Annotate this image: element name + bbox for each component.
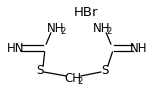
- Text: S: S: [101, 64, 108, 76]
- Text: NH: NH: [93, 22, 110, 34]
- Text: 2: 2: [78, 78, 83, 86]
- Text: 2: 2: [60, 28, 65, 36]
- Text: NH: NH: [47, 22, 64, 34]
- Text: CH: CH: [64, 72, 81, 84]
- Text: S: S: [36, 64, 44, 76]
- Text: NH: NH: [130, 42, 147, 55]
- Text: HBr: HBr: [74, 6, 99, 20]
- Text: 2: 2: [106, 28, 112, 36]
- Text: HN: HN: [7, 42, 24, 55]
